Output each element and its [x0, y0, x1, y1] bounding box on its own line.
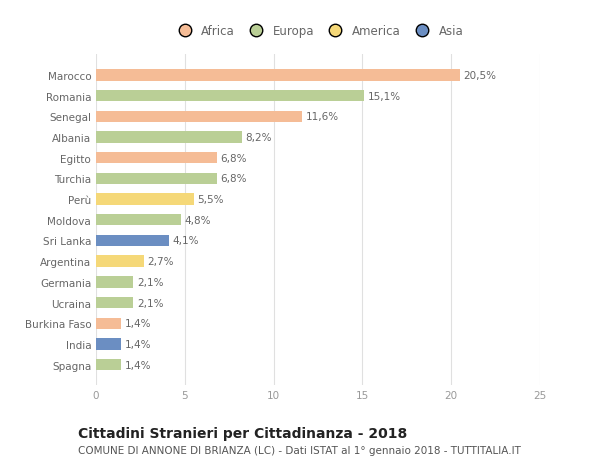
Bar — [96, 70, 460, 81]
Bar — [96, 297, 133, 308]
Bar — [96, 235, 169, 246]
Text: 6,8%: 6,8% — [220, 174, 247, 184]
Text: COMUNE DI ANNONE DI BRIANZA (LC) - Dati ISTAT al 1° gennaio 2018 - TUTTITALIA.IT: COMUNE DI ANNONE DI BRIANZA (LC) - Dati … — [78, 445, 521, 455]
Text: 15,1%: 15,1% — [368, 91, 401, 101]
Bar — [96, 318, 121, 329]
Bar — [96, 174, 217, 185]
Text: 2,1%: 2,1% — [137, 277, 163, 287]
Text: Cittadini Stranieri per Cittadinanza - 2018: Cittadini Stranieri per Cittadinanza - 2… — [78, 426, 407, 440]
Text: 11,6%: 11,6% — [305, 112, 338, 122]
Text: 4,8%: 4,8% — [185, 215, 211, 225]
Bar — [96, 153, 217, 164]
Bar — [96, 215, 181, 226]
Bar — [96, 256, 144, 267]
Bar — [96, 194, 194, 205]
Bar — [96, 132, 242, 143]
Bar — [96, 339, 121, 350]
Text: 20,5%: 20,5% — [464, 71, 497, 81]
Text: 2,1%: 2,1% — [137, 298, 163, 308]
Text: 1,4%: 1,4% — [124, 319, 151, 329]
Bar — [96, 91, 364, 102]
Text: 1,4%: 1,4% — [124, 339, 151, 349]
Text: 4,1%: 4,1% — [172, 236, 199, 246]
Text: 5,5%: 5,5% — [197, 195, 224, 205]
Legend: Africa, Europa, America, Asia: Africa, Europa, America, Asia — [169, 21, 467, 41]
Bar — [96, 359, 121, 370]
Bar — [96, 277, 133, 288]
Bar — [96, 112, 302, 123]
Text: 8,2%: 8,2% — [245, 133, 272, 143]
Text: 2,7%: 2,7% — [148, 257, 174, 267]
Text: 6,8%: 6,8% — [220, 153, 247, 163]
Text: 1,4%: 1,4% — [124, 360, 151, 370]
